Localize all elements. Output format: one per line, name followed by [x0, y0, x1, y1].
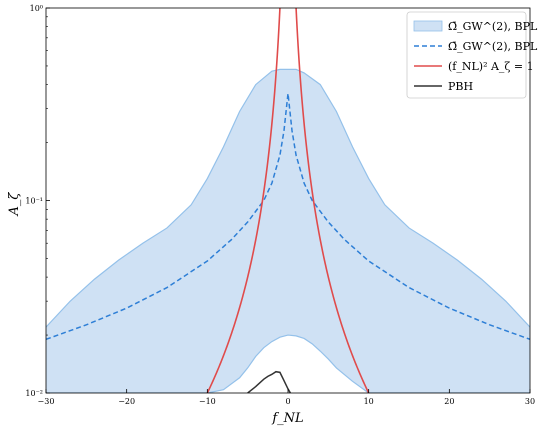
- constraint-line-positive: [295, 8, 370, 393]
- gw-band-lower-edge: [46, 334, 530, 393]
- x-axis-ticks: −30 −20 −10 0 10 20 30: [38, 389, 535, 406]
- y-axis-label: A_ζ: [7, 192, 22, 217]
- legend-box: [406, 11, 527, 99]
- y-tick-label: 10⁰: [30, 4, 43, 13]
- legend: Ω̄_GW^(2), BPL Ω̄_GW^(2), BPL (f_NL)² A_ζ …: [406, 11, 538, 99]
- x-tick-label: 10: [364, 397, 374, 406]
- gw-band-area: [46, 69, 530, 393]
- legend-label: Ω̄_GW^(2), BPL: [448, 20, 538, 33]
- plot-area: [46, 8, 530, 393]
- legend-label: PBH: [448, 80, 473, 93]
- y-tick-label: 10⁻²: [25, 389, 43, 398]
- gw-dashed-line: [46, 93, 530, 341]
- legend-swatch-band: [413, 20, 443, 32]
- x-tick-label: −20: [118, 397, 135, 406]
- x-tick-label: 30: [525, 397, 535, 406]
- x-tick-label: 20: [444, 397, 454, 406]
- x-axis-label: f_NL: [271, 411, 303, 426]
- x-tick-label: −10: [199, 397, 216, 406]
- legend-label: Ω̄_GW^(2), BPL: [448, 40, 538, 53]
- pbh-line: [247, 370, 292, 393]
- legend-label: (f_NL)² A_ζ = 1: [448, 60, 534, 73]
- gw-band-upper-edge: [46, 68, 530, 328]
- constraint-line-negative: [206, 8, 281, 393]
- y-axis-ticks: 10⁻² 10⁻¹ 10⁰: [25, 4, 50, 398]
- x-tick-label: −30: [38, 397, 55, 406]
- y-tick-label: 10⁻¹: [25, 197, 43, 206]
- x-tick-label: 0: [285, 397, 290, 406]
